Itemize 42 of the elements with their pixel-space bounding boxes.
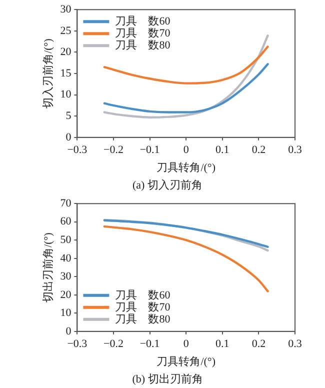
y-tick-label: 50 bbox=[60, 234, 72, 246]
legend-label: 刀具 数60 bbox=[115, 289, 171, 302]
y-tick-label: 0 bbox=[66, 131, 72, 144]
x-axis-title: 刀具转角/(°) bbox=[156, 356, 216, 368]
x-tick-label: 0.2 bbox=[252, 144, 266, 156]
x-tick-label: −0.1 bbox=[140, 338, 160, 350]
line-series bbox=[103, 63, 269, 114]
text: (a) 切入刃前角 bbox=[132, 178, 202, 192]
x-tick-label: 0.1 bbox=[216, 338, 230, 350]
legend-label: 刀具 数70 bbox=[115, 27, 171, 40]
x-tick-label: −0.2 bbox=[104, 144, 124, 156]
legend-label: 刀具 数70 bbox=[115, 301, 171, 314]
x-tick-label: −0.1 bbox=[140, 144, 160, 156]
x-tick-label: 0.2 bbox=[252, 338, 266, 350]
y-axis-title: 切出刃前角/(°) bbox=[41, 232, 54, 302]
y-tick-label: 20 bbox=[60, 288, 72, 301]
y-tick-label: 10 bbox=[60, 88, 72, 101]
y-axis-title: 切入刃前角/(°) bbox=[41, 38, 54, 108]
x-tick-label: −0.3 bbox=[67, 338, 88, 350]
y-tick-label: 10 bbox=[60, 307, 72, 320]
x-tick-label: 0 bbox=[183, 338, 190, 350]
y-tick-label: 30 bbox=[60, 3, 72, 16]
y-tick-label: 60 bbox=[60, 216, 72, 228]
y-tick-label: 25 bbox=[60, 24, 72, 37]
x-axis-title: 刀具转角/(°) bbox=[156, 162, 216, 174]
y-tick-label: 30 bbox=[60, 270, 72, 283]
text: (b) 切出刃前角 bbox=[132, 372, 203, 386]
y-tick-label: 5 bbox=[66, 110, 72, 122]
y-tick-label: 70 bbox=[60, 197, 72, 210]
y-tick-label: 40 bbox=[60, 252, 72, 264]
legend-label: 刀具 数80 bbox=[115, 313, 171, 326]
x-tick-label: 0.3 bbox=[288, 144, 302, 156]
y-tick-label: 0 bbox=[66, 325, 72, 338]
y-tick-label: 15 bbox=[60, 67, 72, 80]
x-tick-label: 0.3 bbox=[288, 338, 302, 350]
legend-label: 刀具 数60 bbox=[115, 15, 171, 28]
y-tick-label: 20 bbox=[60, 46, 72, 58]
x-tick-label: −0.3 bbox=[67, 144, 88, 156]
legend-label: 刀具 数80 bbox=[115, 39, 171, 52]
x-tick-label: 0.1 bbox=[216, 144, 230, 156]
x-tick-label: 0 bbox=[183, 144, 190, 156]
x-tick-label: −0.2 bbox=[104, 338, 124, 350]
